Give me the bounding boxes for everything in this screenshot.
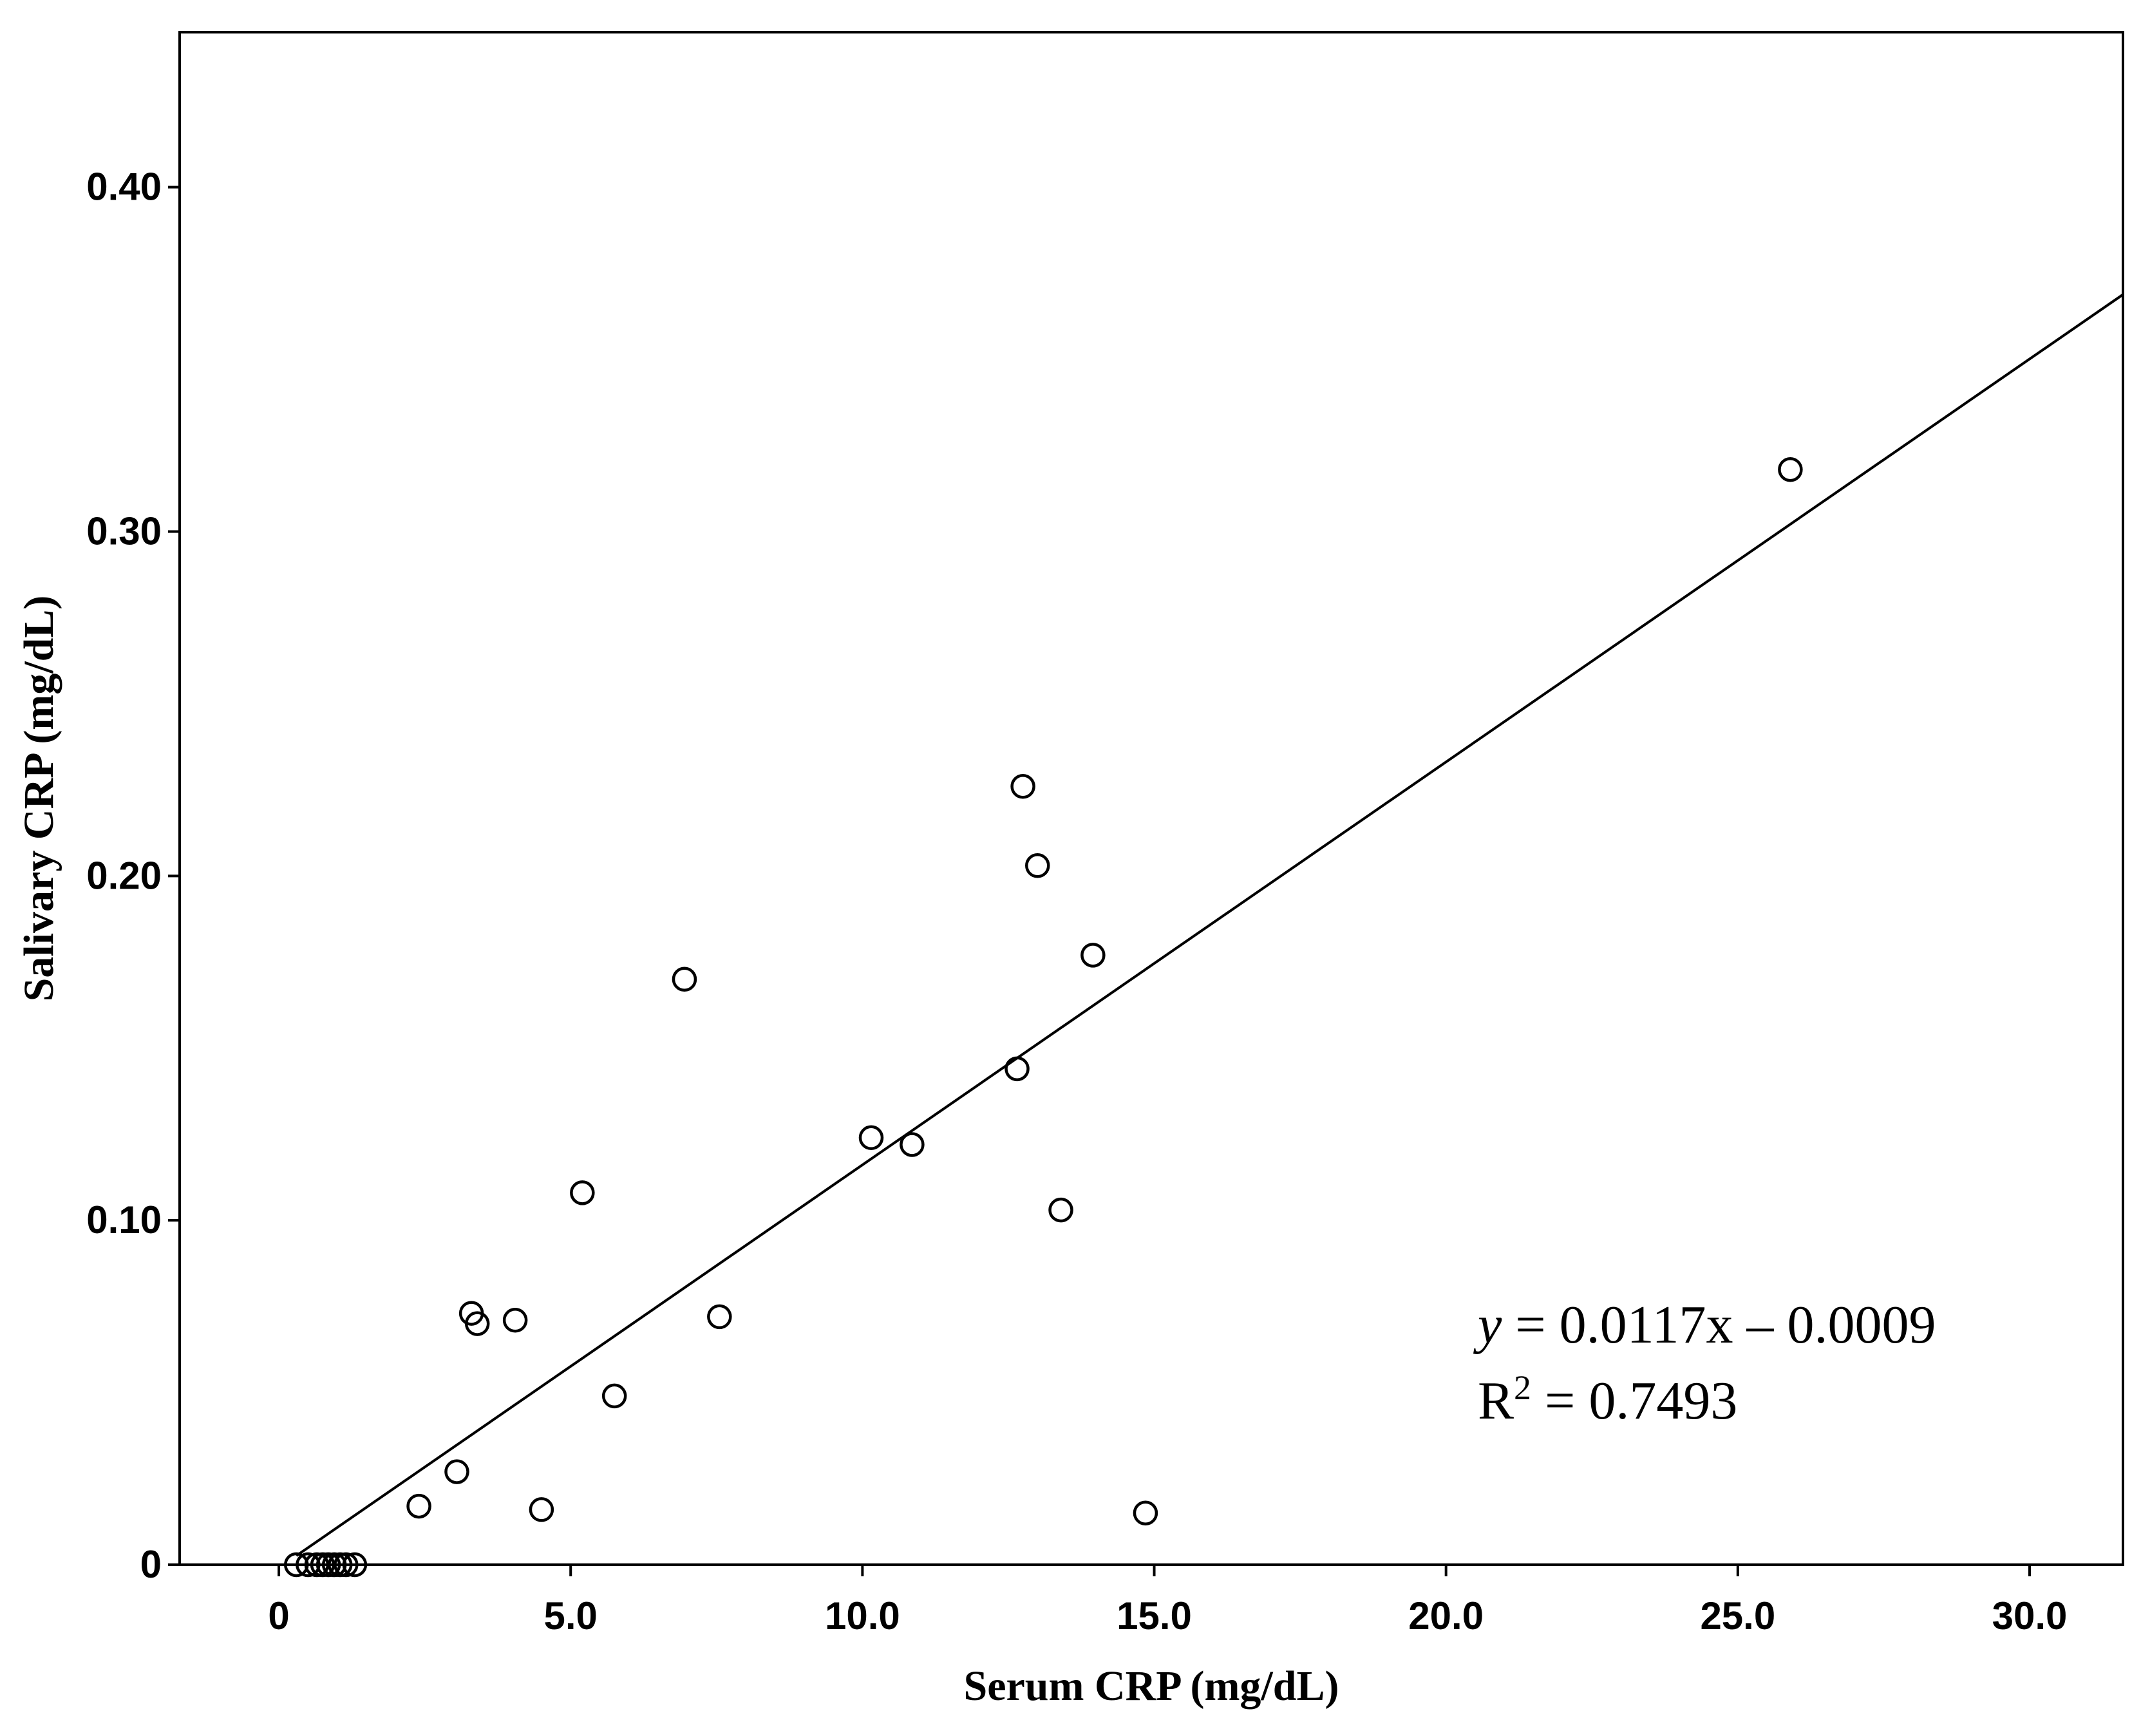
plot-frame bbox=[178, 31, 2124, 1566]
r-squared-annotation: R2 = 0.7493 bbox=[1478, 1368, 1737, 1431]
data-point bbox=[502, 1308, 528, 1333]
x-tick-label: 5.0 bbox=[544, 1594, 598, 1637]
data-point bbox=[1010, 774, 1035, 799]
data-points bbox=[284, 457, 1803, 1578]
y-tick-label: 0.20 bbox=[86, 854, 162, 897]
data-point bbox=[444, 1459, 469, 1484]
y-tick-label: 0.10 bbox=[86, 1198, 162, 1241]
data-point bbox=[672, 967, 697, 992]
equation-annotation: y = 0.0117x – 0.0009 bbox=[1473, 1295, 1936, 1355]
data-point bbox=[601, 1383, 627, 1409]
y-tick-label: 0.40 bbox=[86, 165, 162, 209]
data-point bbox=[284, 1552, 309, 1578]
x-tick-label: 0 bbox=[268, 1594, 289, 1637]
regression-line bbox=[296, 293, 2124, 1557]
equation-rest: = 0.0117x – 0.0009 bbox=[1502, 1295, 1936, 1355]
r2-value: = 0.7493 bbox=[1531, 1371, 1737, 1431]
data-point bbox=[1004, 1056, 1030, 1082]
data-point bbox=[310, 1552, 335, 1578]
data-point bbox=[321, 1552, 347, 1578]
x-tick-label: 10.0 bbox=[825, 1594, 900, 1637]
data-point bbox=[464, 1311, 490, 1336]
x-tick-label: 25.0 bbox=[1700, 1594, 1775, 1637]
x-tick-label: 20.0 bbox=[1408, 1594, 1484, 1637]
data-point bbox=[1080, 943, 1106, 968]
x-axis-title: Serum CRP (mg/dL) bbox=[964, 1663, 1339, 1710]
data-point bbox=[1048, 1197, 1073, 1223]
data-point bbox=[327, 1552, 353, 1578]
x-tick-label: 15.0 bbox=[1117, 1594, 1192, 1637]
data-point bbox=[316, 1552, 341, 1578]
x-axis-ticks: 0 5.0 10.0 15.0 20.0 25.0 30.0 bbox=[268, 1565, 2067, 1637]
data-point bbox=[296, 1552, 321, 1578]
data-point bbox=[1133, 1500, 1158, 1526]
equation-y-var: y bbox=[1473, 1295, 1502, 1355]
data-point bbox=[304, 1552, 330, 1578]
y-tick-label: 0 bbox=[140, 1543, 162, 1586]
data-point bbox=[900, 1132, 925, 1157]
data-point bbox=[529, 1497, 554, 1522]
data-point bbox=[707, 1304, 732, 1330]
data-point bbox=[1778, 457, 1803, 482]
r2-label: R bbox=[1478, 1371, 1514, 1431]
data-point bbox=[570, 1180, 595, 1205]
data-point bbox=[334, 1552, 359, 1578]
y-axis-ticks: 0 0.10 0.20 0.30 0.40 bbox=[86, 165, 180, 1586]
r2-superscript: 2 bbox=[1514, 1368, 1531, 1407]
axes bbox=[178, 31, 2124, 1566]
data-point bbox=[342, 1552, 368, 1578]
y-tick-label: 0.30 bbox=[86, 510, 162, 553]
y-axis-title: Salivary CRP (mg/dL) bbox=[15, 596, 62, 1002]
x-tick-label: 30.0 bbox=[1992, 1594, 2068, 1637]
data-point bbox=[406, 1493, 431, 1519]
data-point bbox=[858, 1125, 884, 1151]
data-point bbox=[1025, 853, 1050, 878]
regression-line-group bbox=[296, 293, 2124, 1557]
